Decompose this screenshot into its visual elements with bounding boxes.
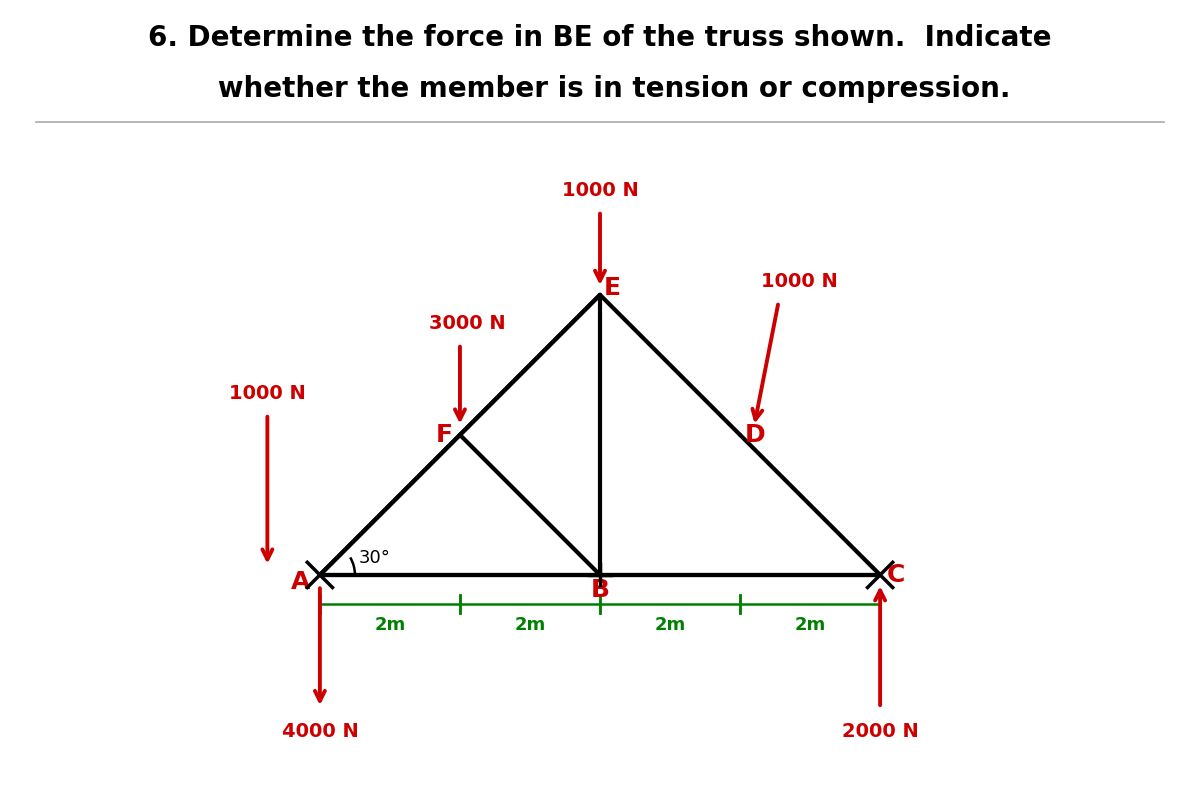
Text: 3000 N: 3000 N xyxy=(428,314,505,333)
Text: 1000 N: 1000 N xyxy=(229,384,306,403)
Text: F: F xyxy=(436,423,454,447)
Text: 2m: 2m xyxy=(654,615,685,634)
Text: C: C xyxy=(887,563,905,587)
Text: 30°: 30° xyxy=(359,549,390,567)
Text: 2m: 2m xyxy=(794,615,826,634)
Text: 6. Determine the force in BE of the truss shown.  Indicate: 6. Determine the force in BE of the trus… xyxy=(149,24,1051,52)
Text: 2m: 2m xyxy=(374,615,406,634)
Text: 2000 N: 2000 N xyxy=(841,722,918,741)
Text: D: D xyxy=(745,423,766,447)
Text: 1000 N: 1000 N xyxy=(562,182,638,200)
Text: E: E xyxy=(604,276,622,299)
Text: 1000 N: 1000 N xyxy=(761,272,838,292)
Text: 2m: 2m xyxy=(515,615,546,634)
Text: 4000 N: 4000 N xyxy=(282,722,359,741)
Text: A: A xyxy=(290,570,310,594)
Text: whether the member is in tension or compression.: whether the member is in tension or comp… xyxy=(190,75,1010,103)
Text: B: B xyxy=(590,578,610,602)
